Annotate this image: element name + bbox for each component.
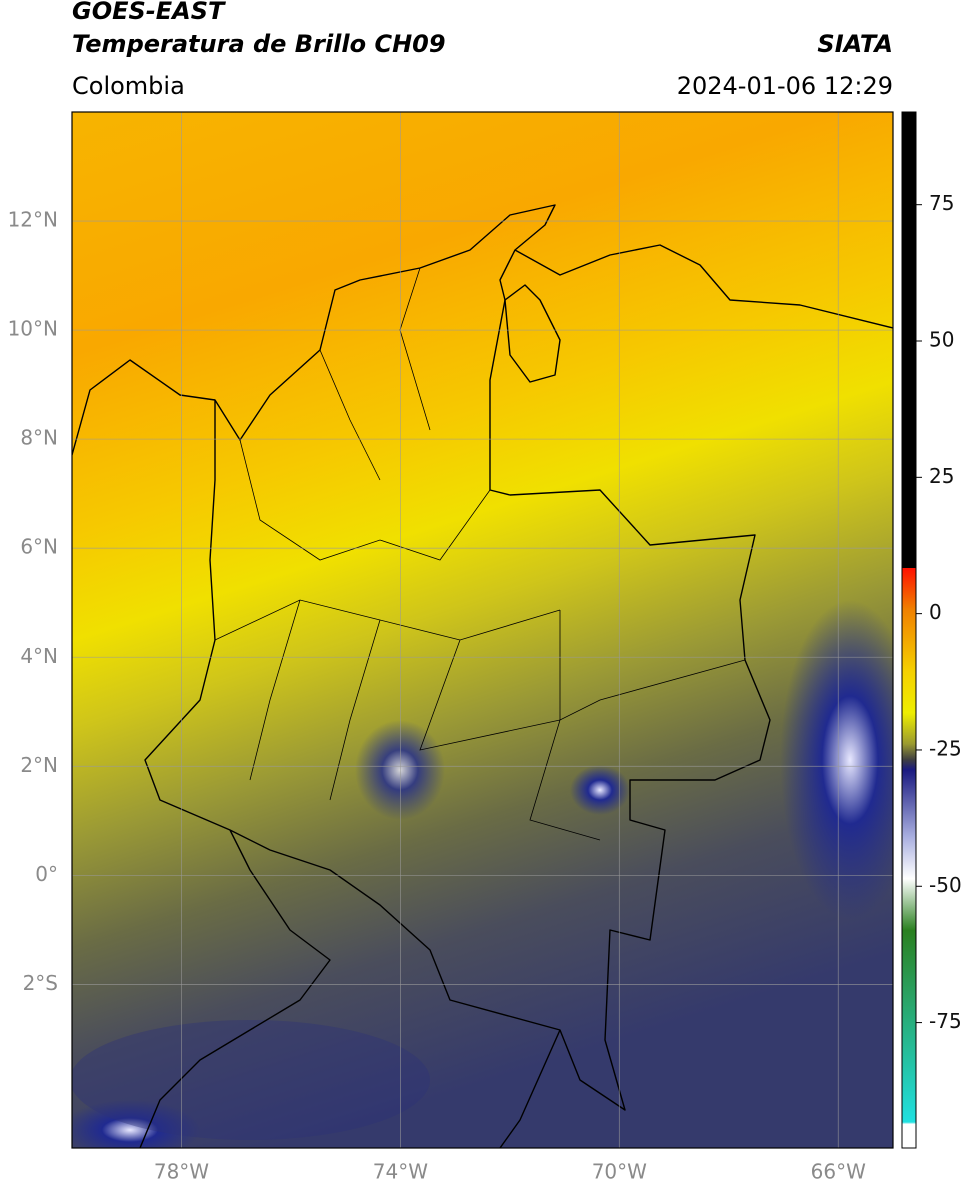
map-frame: [71, 111, 894, 1149]
colorbar: [901, 111, 917, 1149]
colorbar-tick-label: 75: [929, 191, 954, 215]
subtitle: Temperatura de Brillo CH09: [72, 30, 446, 58]
colorbar-tick-label: -50: [929, 873, 962, 897]
cloud: [570, 765, 630, 815]
lon-tick-label: 66°W: [811, 1160, 866, 1184]
lat-tick-label: 6°N: [20, 535, 58, 559]
lat-tick-label: 2°S: [23, 971, 58, 995]
lat-tick-label: 10°N: [8, 317, 58, 341]
colorbar-tick-label: 25: [929, 464, 954, 488]
colorbar-tick-label: -75: [929, 1009, 962, 1033]
colorbar-tick-label: 0: [929, 600, 942, 624]
imagery: [72, 112, 893, 1148]
lat-tick-label: 0°: [35, 862, 58, 886]
title: GOES-EAST: [72, 0, 226, 25]
coastline: [72, 244, 893, 1148]
lon-tick-label: 78°W: [154, 1160, 209, 1184]
datetime: 2024-01-06 12:29: [677, 72, 893, 100]
source: SIATA: [817, 30, 893, 58]
colorbar-tick-label: 50: [929, 328, 954, 352]
graticule: [72, 112, 893, 1148]
colombia-border: [144, 204, 771, 1111]
region: Colombia: [72, 72, 185, 100]
cold-area: [72, 1020, 430, 1140]
lon-tick-label: 70°W: [592, 1160, 647, 1184]
lat-tick-label: 12°N: [8, 208, 58, 232]
cloud: [72, 1100, 200, 1148]
colorbar-tick-label: -25: [929, 736, 962, 760]
map: [72, 112, 893, 1148]
lon-tick-label: 74°W: [373, 1160, 428, 1184]
lat-tick-label: 4°N: [20, 644, 58, 668]
lat-tick-label: 2°N: [20, 753, 58, 777]
cloud: [780, 600, 893, 920]
lat-tick-label: 8°N: [20, 426, 58, 450]
